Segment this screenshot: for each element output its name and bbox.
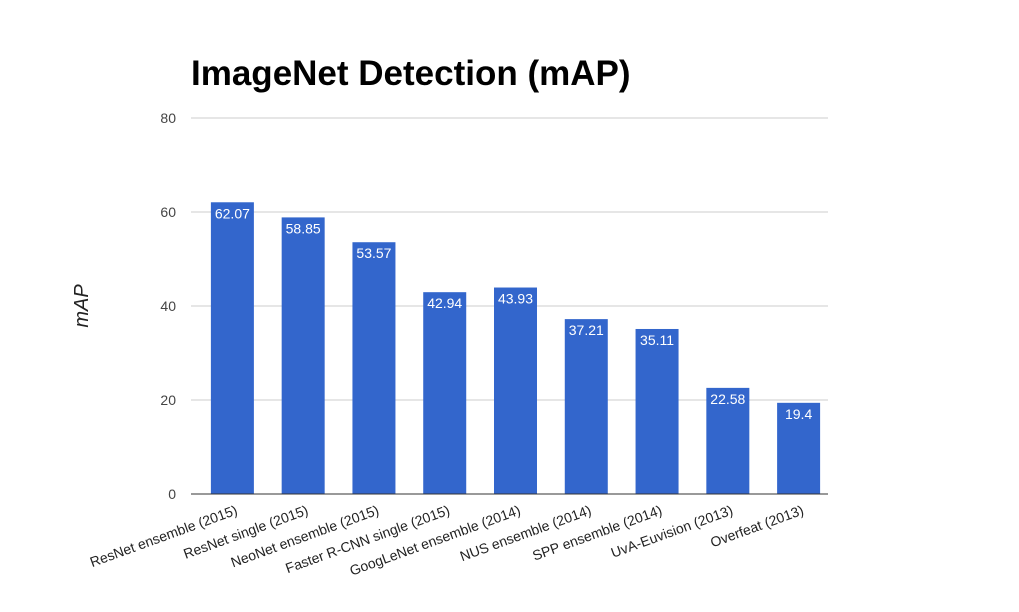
y-tick-label: 40	[160, 298, 176, 314]
bar-data-label: 43.93	[498, 291, 533, 307]
bar	[777, 402, 821, 494]
bar-data-label: 22.58	[710, 391, 745, 407]
bar	[281, 217, 325, 494]
y-tick-label: 20	[160, 392, 176, 408]
y-tick-labels: 0 20 40 60 80	[160, 110, 176, 502]
x-tick-labels: ResNet ensemble (2015)ResNet single (201…	[88, 502, 806, 579]
bar-data-label: 42.94	[427, 295, 462, 311]
data-labels: 62.07 58.85 53.57 42.94 43.93 37.21 35.11 22.58…	[215, 205, 813, 422]
chart-title: ImageNet Detection (mAP)	[191, 54, 631, 93]
bar	[635, 328, 679, 494]
x-tick-label: UvA-Euvision (2013)	[609, 502, 735, 561]
bar	[423, 292, 467, 494]
bar	[564, 319, 608, 494]
bar	[352, 242, 396, 494]
bars	[210, 202, 821, 494]
y-tick-label: 0	[168, 486, 176, 502]
bar	[494, 287, 537, 494]
y-tick-label: 60	[160, 204, 176, 220]
bar-data-label: 53.57	[356, 245, 391, 261]
bar-data-label: 37.21	[569, 322, 604, 338]
y-axis-label: mAP	[71, 284, 93, 328]
bar-data-label: 58.85	[286, 220, 321, 236]
bar	[210, 202, 254, 494]
bar-data-label: 19.4	[785, 406, 812, 422]
y-tick-label: 80	[160, 110, 176, 126]
bar	[706, 387, 750, 494]
bar-data-label: 35.11	[640, 332, 674, 348]
bar-data-label: 62.07	[215, 205, 250, 221]
